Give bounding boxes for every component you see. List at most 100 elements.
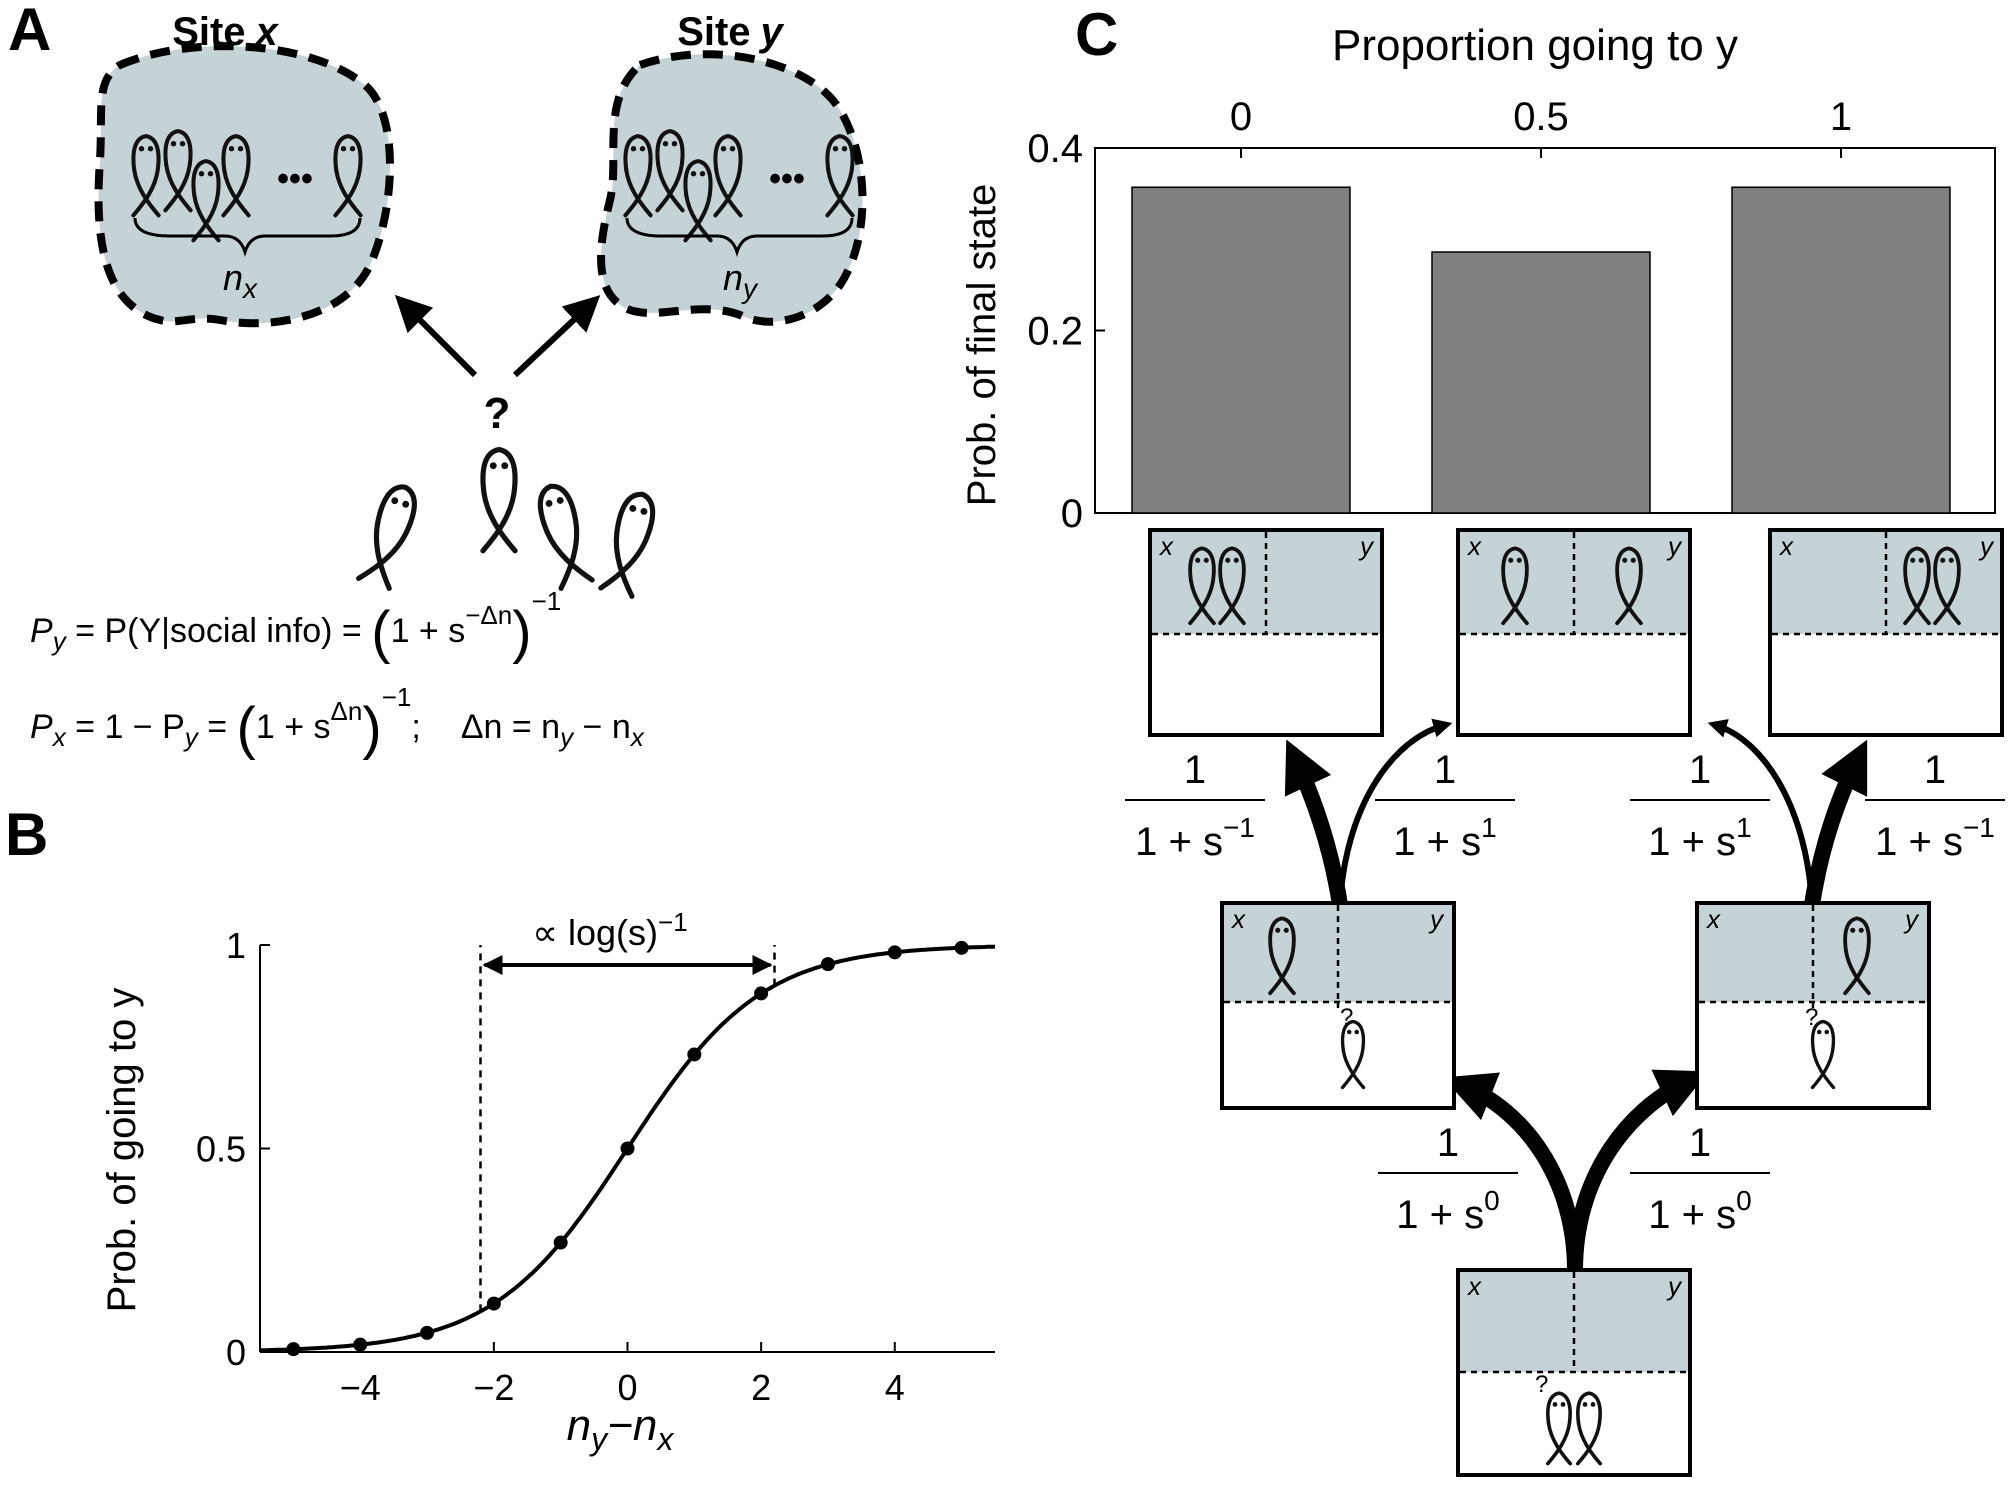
state-label-y: y — [1978, 531, 1995, 561]
state-label-x: x — [1466, 531, 1482, 561]
x-axis-label: ny−nx — [567, 1401, 675, 1457]
svg-text:1: 1 — [1184, 748, 1206, 792]
equation-px: Px = 1 − Py = (1 + sΔn)−1; Δn = ny − nx — [30, 682, 645, 761]
bar — [1431, 251, 1651, 514]
data-points — [286, 940, 969, 1357]
site-y: Site y ••• ny — [597, 9, 867, 326]
site-x-count: nx — [223, 257, 258, 304]
top-tick-label: 1 — [1830, 95, 1852, 139]
chart-b: −4 −2 0 2 4 0 0.5 1 ∝ log(s)−1 Prob. of going t… — [100, 907, 996, 1457]
data-point — [687, 1047, 702, 1062]
svg-text:1 + s−1: 1 + s−1 — [1875, 812, 1995, 864]
site-x-title: Site x — [172, 9, 279, 54]
top-axis-label: Proportion going to y — [1332, 21, 1738, 70]
svg-text:1 + s1: 1 + s1 — [1648, 812, 1751, 864]
data-point — [820, 957, 835, 972]
state-label-y: y — [1358, 531, 1375, 561]
transition-probability: 1 1 + s1 — [1375, 748, 1515, 864]
x-tick-label: 4 — [885, 1367, 905, 1408]
transition-probability: 1 1 + s−1 — [1125, 748, 1265, 864]
svg-text:1 + s−1: 1 + s−1 — [1135, 812, 1255, 864]
bracket-annotation: ∝ log(s)−1 — [532, 907, 687, 953]
x-tick-label: 2 — [751, 1367, 771, 1408]
y-tick-label: 0.4 — [1027, 127, 1083, 171]
site-x-brace — [133, 217, 362, 258]
chart-c: 0 0.5 1 0 0.2 0.4 Prob. of final state — [960, 95, 1996, 536]
state-box-left-top: x y — [1148, 528, 1384, 737]
data-point — [286, 1342, 301, 1357]
question-mark: ? — [484, 389, 511, 438]
site-y-region — [597, 50, 867, 326]
svg-text:1: 1 — [1924, 748, 1946, 792]
state-label-y: y — [1666, 1271, 1683, 1301]
svg-text:1: 1 — [1689, 1121, 1711, 1165]
question-mark: ? — [1535, 1371, 1548, 1398]
site-y-count: ny — [723, 257, 759, 304]
fish-icon — [359, 482, 421, 588]
data-point — [620, 1141, 635, 1156]
svg-text:1 + s0: 1 + s0 — [1396, 1185, 1499, 1237]
chart-c-bars — [1131, 186, 1951, 514]
svg-text:1 + s0: 1 + s0 — [1648, 1185, 1751, 1237]
panel-b-letter: B — [5, 801, 48, 868]
state-label-y: y — [1428, 904, 1445, 934]
panel-a: A Site x ••• nx Site y — [8, 0, 867, 761]
state-box-right-top: x y — [1768, 528, 2004, 737]
data-point — [553, 1235, 568, 1250]
transition-probability: 1 1 + s0 — [1378, 1121, 1518, 1237]
arrow-left-mid-to-left-top — [1284, 739, 1348, 907]
x-tick-label: −2 — [473, 1367, 514, 1408]
x-tick-label: −4 — [340, 1367, 381, 1408]
panel-b: B −4 −2 0 2 4 0 0.5 1 ∝ log(s)−1 Prob. of going… — [5, 801, 996, 1457]
fish-icon — [601, 490, 658, 596]
state-label-y: y — [1666, 531, 1683, 561]
chart-c-ticks: 0 0.5 1 0 0.2 0.4 — [1027, 95, 1852, 536]
fish-icon — [483, 450, 515, 551]
arrow-to-left-mid — [1442, 1072, 1583, 1271]
transition-probability: 1 1 + s0 — [1630, 1121, 1770, 1237]
fish-icon — [535, 482, 592, 588]
arrow-to-right-mid — [1567, 1069, 1709, 1271]
bar — [1731, 186, 1951, 514]
top-tick-label: 0 — [1230, 95, 1252, 139]
arrow-right-mid-to-center-top — [1707, 719, 1815, 906]
state-box-center-top: x y — [1456, 528, 1692, 737]
bar — [1131, 186, 1351, 514]
site-y-title: Site y — [677, 9, 784, 54]
data-point — [954, 940, 969, 955]
state-label-x: x — [1705, 904, 1721, 934]
data-point — [887, 945, 902, 960]
transition-probability: 1 1 + s−1 — [1865, 748, 2005, 864]
top-tick-label: 0.5 — [1513, 95, 1569, 139]
y-tick-label: 0 — [226, 1332, 246, 1373]
state-box-right-mid: x y ? — [1695, 901, 1931, 1110]
state-label-y: y — [1903, 904, 1920, 934]
data-point — [420, 1325, 435, 1340]
data-point — [353, 1337, 368, 1352]
site-x: Site x ••• nx — [94, 9, 394, 328]
state-label-x: x — [1466, 1271, 1482, 1301]
chart-c-y-label: Prob. of final state — [960, 184, 1004, 506]
y-tick-label: 0 — [1061, 492, 1083, 536]
arrow-right-mid-to-right-top — [1804, 739, 1868, 907]
site-y-brace — [625, 217, 854, 258]
arrow-to-site-y — [512, 295, 601, 378]
panel-a-letter: A — [8, 0, 51, 63]
ellipsis: ••• — [277, 160, 313, 198]
y-tick-label: 0.5 — [196, 1129, 246, 1170]
state-box-bottom: x y ? — [1456, 1268, 1692, 1477]
transition-arrows — [1284, 718, 1868, 1271]
state-label-x: x — [1158, 531, 1174, 561]
state-label-x: x — [1778, 531, 1794, 561]
y-tick-label: 0.2 — [1027, 310, 1083, 354]
arrow-left-mid-to-center-top — [1337, 718, 1453, 906]
svg-text:1 + s1: 1 + s1 — [1393, 812, 1496, 864]
svg-text:1: 1 — [1689, 748, 1711, 792]
state-box-left-mid: x y ? — [1220, 901, 1456, 1110]
chart-b-ticks: −4 −2 0 2 4 0 0.5 1 — [196, 925, 905, 1408]
data-point — [754, 986, 769, 1001]
panel-c: C Proportion going to y 0 0.5 1 0 0.2 0.4 Pro… — [960, 1, 2005, 1477]
data-point — [486, 1296, 501, 1311]
